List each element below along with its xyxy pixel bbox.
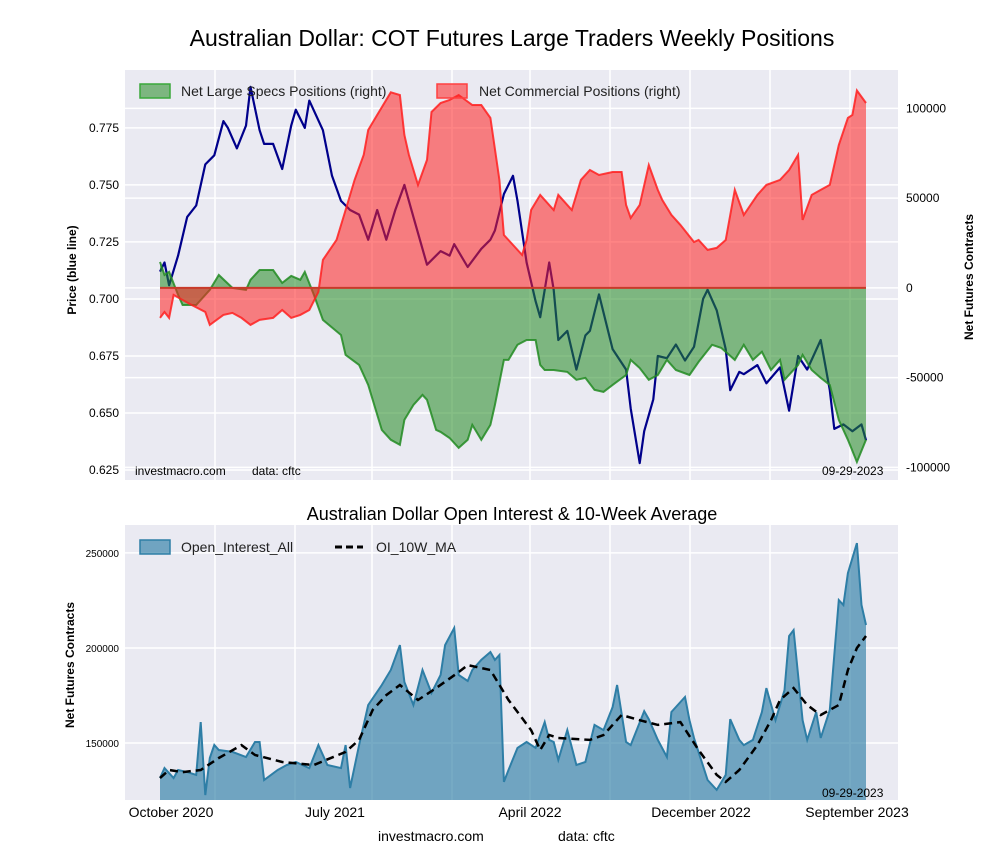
price-series bbox=[159, 85, 868, 465]
price-axis-ticks: 0.625 0.650 0.675 0.700 0.725 0.750 0.775 bbox=[89, 121, 119, 477]
commercial-area bbox=[160, 90, 866, 325]
oi-tick-label: 250000 bbox=[86, 549, 120, 560]
oi-axis-ticks: 150000 200000 250000 bbox=[86, 549, 120, 750]
date-tick-label: September 2023 bbox=[805, 804, 909, 820]
price-tick-label: 0.725 bbox=[89, 235, 119, 249]
footer-source: data: cftc bbox=[558, 828, 615, 844]
price-tick-label: 0.775 bbox=[89, 121, 119, 135]
commercial-line bbox=[159, 88, 867, 327]
positions-chart: 0.625 0.650 0.675 0.700 0.725 0.750 0.775 1000… bbox=[65, 70, 976, 480]
legend-swatch-oi bbox=[139, 539, 171, 555]
legend-label-ma: OI_10W_MA bbox=[376, 539, 457, 555]
legend-label-commercial: Net Commercial Positions (right) bbox=[479, 83, 681, 99]
oi-tick-label: 200000 bbox=[86, 644, 120, 655]
contracts-tick-label: 100000 bbox=[906, 101, 946, 115]
contracts-tick-label: -100000 bbox=[906, 460, 950, 474]
ma-series bbox=[159, 635, 867, 784]
oi-axis-label: Net Futures Contracts bbox=[63, 602, 77, 728]
price-tick-label: 0.700 bbox=[89, 292, 119, 306]
specs-line bbox=[159, 261, 867, 465]
footer-site: investmacro.com bbox=[378, 828, 484, 844]
specs-series bbox=[159, 261, 867, 465]
oi-line bbox=[159, 542, 867, 796]
watermark-source: data: cftc bbox=[252, 464, 301, 478]
oi-legend: Open_Interest_All OI_10W_MA bbox=[139, 539, 457, 555]
price-axis-label: Price (blue line) bbox=[65, 225, 79, 314]
price-tick-label: 0.650 bbox=[89, 406, 119, 420]
date-tick-label: October 2020 bbox=[129, 804, 214, 820]
open-interest-chart: 150000 200000 250000 October 2020 July 2021… bbox=[63, 525, 909, 820]
contracts-tick-label: 0 bbox=[906, 281, 913, 295]
oi-watermark-date: 09-29-2023 bbox=[822, 786, 884, 800]
commercial-series bbox=[159, 88, 867, 327]
oi-tick-label: 150000 bbox=[86, 739, 120, 750]
watermark-site: investmacro.com bbox=[135, 464, 226, 478]
price-line bbox=[159, 85, 868, 465]
legend-swatch-specs bbox=[139, 83, 171, 99]
legend-label-specs: Net Large Specs Positions (right) bbox=[181, 83, 386, 99]
positions-legend: Net Large Specs Positions (right) Net Co… bbox=[139, 83, 681, 99]
specs-area bbox=[160, 261, 866, 462]
legend-swatch-commercial bbox=[436, 83, 468, 99]
contracts-tick-label: -50000 bbox=[906, 371, 944, 385]
watermark-date: 09-29-2023 bbox=[822, 464, 884, 478]
price-tick-label: 0.625 bbox=[89, 463, 119, 477]
date-tick-label: December 2022 bbox=[651, 804, 751, 820]
oi-chart-title: Australian Dollar Open Interest & 10-Wee… bbox=[307, 504, 718, 524]
contracts-tick-label: 50000 bbox=[906, 191, 940, 205]
figure-title: Australian Dollar: COT Futures Large Tra… bbox=[190, 25, 835, 51]
legend-label-oi: Open_Interest_All bbox=[181, 539, 293, 555]
contracts-axis-label: Net Futures Contracts bbox=[962, 214, 976, 340]
contracts-axis-ticks: 100000 50000 0 -50000 -100000 bbox=[906, 101, 950, 474]
date-tick-label: April 2022 bbox=[498, 804, 561, 820]
price-tick-label: 0.750 bbox=[89, 178, 119, 192]
date-axis-ticks: October 2020 July 2021 April 2022 December … bbox=[129, 804, 909, 820]
date-tick-label: July 2021 bbox=[305, 804, 365, 820]
ma-line bbox=[159, 635, 867, 784]
price-tick-label: 0.675 bbox=[89, 349, 119, 363]
